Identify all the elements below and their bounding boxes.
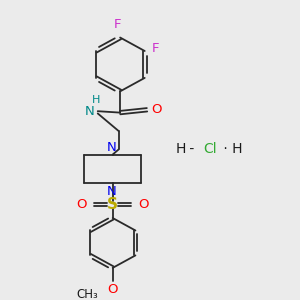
- Text: Cl: Cl: [204, 142, 218, 156]
- Text: N: N: [84, 105, 94, 118]
- Text: CH₃: CH₃: [76, 288, 98, 300]
- Text: N: N: [106, 185, 116, 198]
- Text: · H: · H: [219, 142, 242, 156]
- Text: -: -: [185, 142, 199, 156]
- Text: O: O: [76, 198, 87, 211]
- Text: O: O: [151, 103, 161, 116]
- Text: O: O: [139, 198, 149, 211]
- Text: F: F: [151, 42, 159, 55]
- Text: N: N: [106, 141, 116, 154]
- Text: H: H: [92, 95, 100, 105]
- Text: F: F: [113, 18, 121, 31]
- Text: H: H: [176, 142, 186, 156]
- Text: S: S: [107, 197, 118, 212]
- Text: O: O: [107, 283, 118, 296]
